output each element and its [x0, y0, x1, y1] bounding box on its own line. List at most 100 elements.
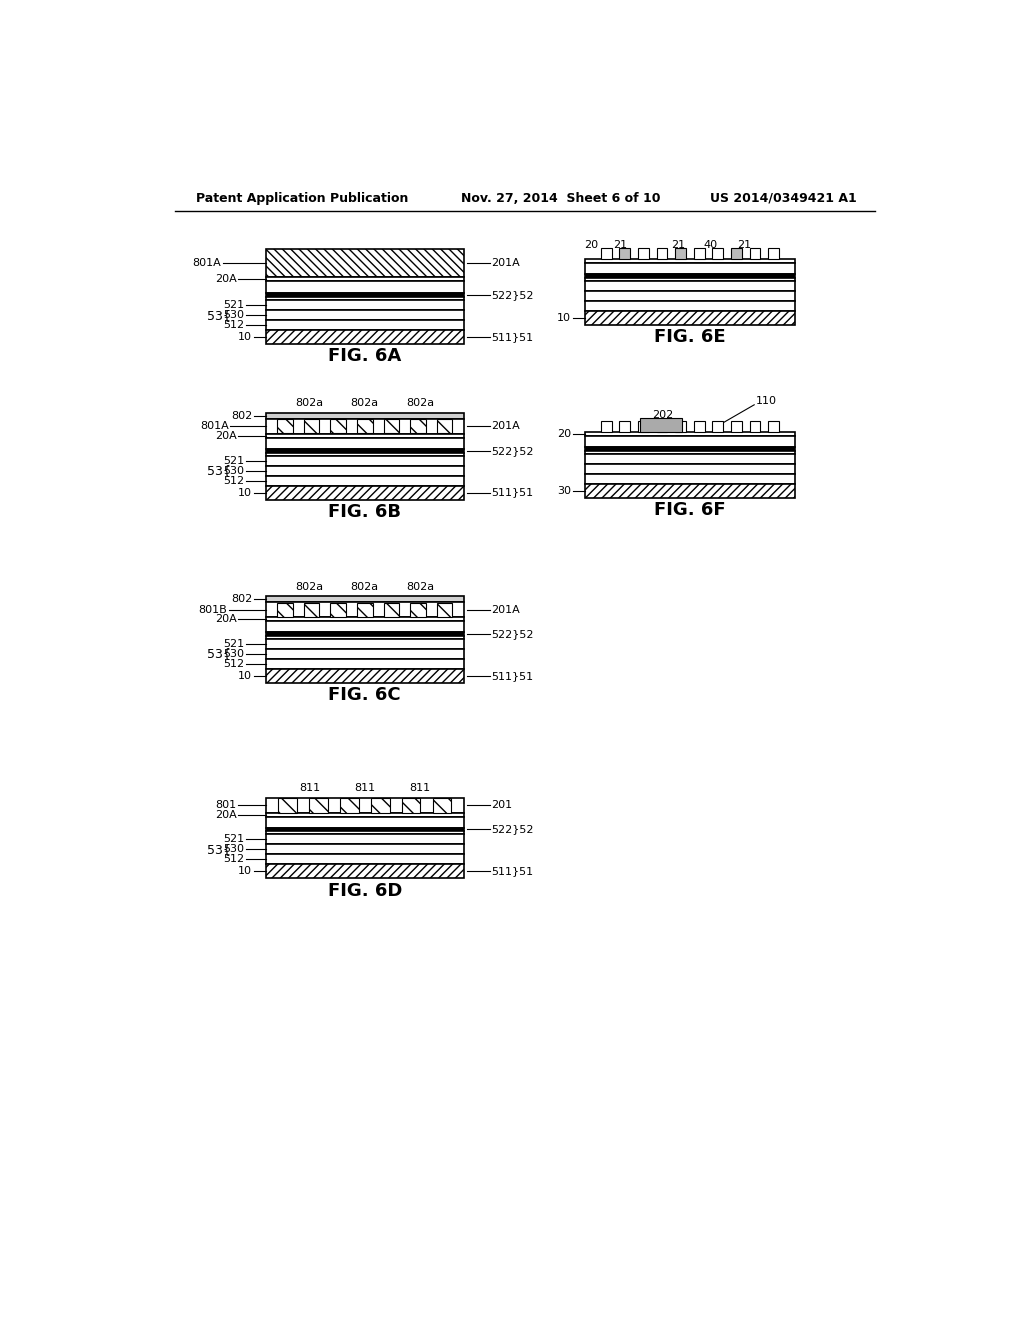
Text: 21: 21 — [671, 240, 685, 249]
Text: 20A: 20A — [215, 275, 237, 284]
Text: 53{: 53{ — [207, 647, 231, 660]
Text: 53{: 53{ — [207, 465, 231, 477]
Bar — [266, 330, 464, 345]
Bar — [586, 312, 795, 325]
Text: 522}52: 522}52 — [492, 825, 534, 834]
Bar — [266, 828, 464, 832]
Bar — [731, 248, 741, 259]
Bar — [266, 813, 464, 817]
Text: 522}52: 522}52 — [492, 628, 534, 639]
Text: 522}52: 522}52 — [492, 446, 534, 455]
Bar — [693, 421, 705, 432]
Bar — [433, 797, 452, 813]
Bar — [309, 797, 328, 813]
Bar — [586, 451, 795, 454]
Text: 811: 811 — [354, 783, 376, 793]
Text: 20A: 20A — [215, 614, 237, 624]
Bar — [266, 797, 464, 813]
Text: 522}52: 522}52 — [492, 290, 534, 300]
Bar — [266, 300, 464, 310]
Text: FIG. 6A: FIG. 6A — [328, 347, 401, 366]
Bar — [266, 449, 464, 453]
Bar — [266, 453, 464, 455]
Text: 511}51: 511}51 — [492, 671, 534, 681]
Bar — [586, 484, 795, 498]
Text: 801A: 801A — [200, 421, 228, 432]
Text: 201: 201 — [492, 800, 513, 810]
Text: 802a: 802a — [350, 399, 379, 408]
Bar — [638, 248, 649, 259]
Bar — [586, 432, 795, 437]
Bar — [266, 639, 464, 649]
Bar — [266, 865, 464, 878]
Text: Patent Application Publication: Patent Application Publication — [197, 191, 409, 205]
Text: 20: 20 — [557, 429, 571, 440]
Bar — [266, 418, 464, 434]
Bar — [693, 248, 705, 259]
Bar — [278, 420, 293, 433]
Text: 811: 811 — [410, 783, 431, 793]
Bar — [266, 466, 464, 475]
Bar — [266, 249, 464, 277]
Bar — [586, 290, 795, 301]
Text: 20A: 20A — [215, 810, 237, 820]
Bar — [266, 649, 464, 659]
Text: 521: 521 — [223, 300, 245, 310]
Bar — [266, 602, 464, 618]
Bar — [357, 603, 373, 616]
Bar — [266, 455, 464, 466]
Bar — [304, 420, 319, 433]
Text: 802a: 802a — [295, 582, 324, 591]
Bar — [331, 420, 346, 433]
Text: FIG. 6E: FIG. 6E — [654, 329, 726, 346]
Bar — [279, 797, 297, 813]
Bar — [266, 293, 464, 297]
Bar — [750, 421, 761, 432]
Text: 201A: 201A — [492, 421, 520, 432]
Bar — [586, 301, 795, 312]
Bar — [437, 420, 453, 433]
Bar — [266, 632, 464, 636]
Bar — [656, 421, 668, 432]
Bar — [401, 797, 421, 813]
Bar — [586, 474, 795, 484]
Bar — [586, 281, 795, 290]
Text: 521: 521 — [223, 455, 245, 466]
Bar — [266, 281, 464, 293]
Bar — [411, 420, 426, 433]
Text: FIG. 6B: FIG. 6B — [329, 503, 401, 521]
Text: US 2014/0349421 A1: US 2014/0349421 A1 — [710, 191, 856, 205]
Text: 802a: 802a — [350, 582, 379, 591]
Text: 10: 10 — [557, 313, 571, 323]
Bar — [266, 622, 464, 632]
Text: 10: 10 — [238, 671, 252, 681]
Text: 202: 202 — [652, 409, 674, 420]
Text: 530: 530 — [223, 845, 245, 854]
Text: 801: 801 — [215, 800, 237, 810]
Bar — [266, 832, 464, 834]
Bar — [357, 420, 373, 433]
Bar — [713, 248, 723, 259]
Text: 201A: 201A — [492, 259, 520, 268]
Bar — [278, 603, 293, 616]
Text: 530: 530 — [223, 649, 245, 659]
Bar — [266, 321, 464, 330]
Bar — [768, 248, 779, 259]
Text: 20A: 20A — [215, 432, 237, 441]
Text: 201A: 201A — [492, 605, 520, 615]
Bar — [638, 421, 649, 432]
Text: FIG. 6F: FIG. 6F — [654, 502, 726, 519]
Bar — [586, 263, 795, 275]
Text: 512: 512 — [223, 659, 245, 669]
Text: 521: 521 — [223, 639, 245, 649]
Text: 801A: 801A — [193, 259, 221, 268]
Text: FIG. 6D: FIG. 6D — [328, 882, 402, 900]
Bar — [601, 248, 611, 259]
Bar — [331, 603, 346, 616]
Text: 53{: 53{ — [207, 309, 231, 322]
Bar — [437, 603, 453, 616]
Bar — [768, 421, 779, 432]
Bar — [384, 603, 399, 616]
Bar — [266, 618, 464, 622]
Text: 511}51: 511}51 — [492, 866, 534, 876]
